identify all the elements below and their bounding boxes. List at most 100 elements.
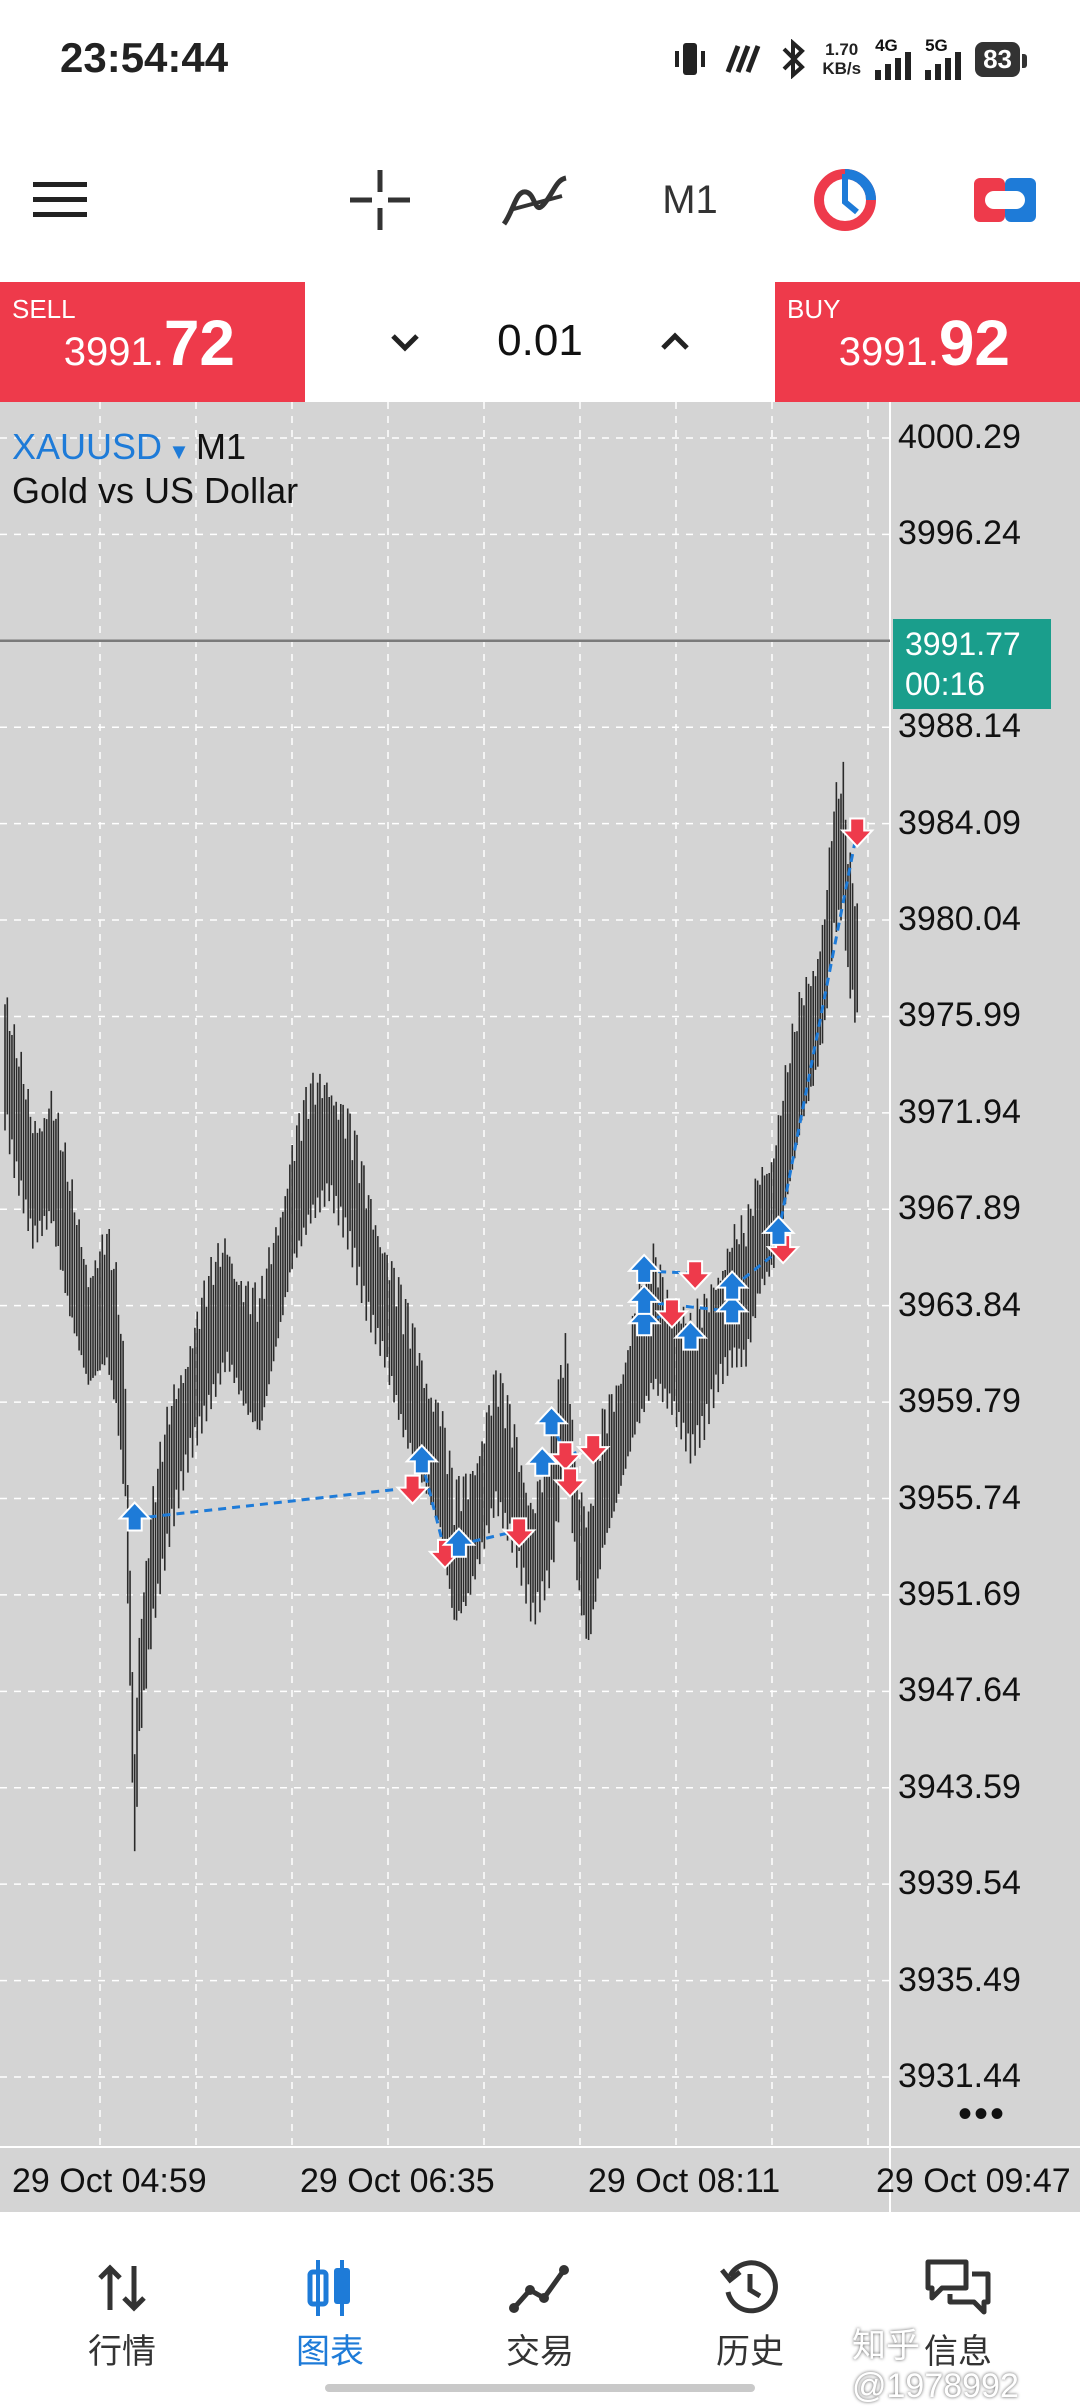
chart-color-button[interactable] [805,160,885,240]
price-axis-label: 3939.54 [898,1864,1021,1903]
signal-4g-label: 4G [875,36,898,55]
price-axis-label: 4000.29 [898,417,1021,456]
price-axis-label: 3996.24 [898,514,1021,553]
buy-button[interactable]: BUY 3991.92 [775,282,1080,402]
current-price-value: 3991.77 [905,625,1021,662]
home-indicator[interactable] [325,2384,755,2392]
buy-arrow-icon [117,1501,152,1532]
menu-icon [33,182,87,217]
price-axis-label: 3931.44 [898,2057,1021,2095]
watermark: 知乎 @1978992 [852,2327,1019,2405]
buy-arrow-icon [524,1446,560,1477]
nav-messages-label: 信息 [924,2333,992,2371]
buy-arrow-icon [626,1284,662,1315]
buy-label: BUY [787,294,841,324]
sell-price-small: 3991. [63,330,164,374]
bottom-navigation: 行情 图表 交易 历史 信息 [0,2212,1080,2400]
price-axis-label: 3959.79 [898,1382,1021,1421]
symbol-dropdown-icon[interactable]: ▼ [162,439,197,464]
trade-link-line [420,1461,447,1553]
price-axis-label: 3935.49 [898,1960,1021,1999]
time-axis-label: 29 Oct 09:47 [876,2162,1071,2200]
buy-arrow-icon [761,1215,796,1246]
nav-history[interactable]: 历史 [680,2258,820,2373]
sell-label: SELL [12,294,76,324]
timeframe-button[interactable]: M1 [645,160,735,240]
buy-arrow-icon [714,1293,750,1325]
buy-price: 3991.92 [839,306,1010,380]
sell-arrow-icon [839,817,875,848]
buy-price-big: 92 [938,307,1010,379]
nav-trade-label: 交易 [506,2333,574,2371]
trade-icon [509,2265,569,2313]
lot-size-control: 0.01 [305,282,775,402]
trade-link-line [731,1245,785,1289]
trade-link-line [458,1528,520,1547]
status-clock: 23:54:44 [60,34,229,81]
buy-arrow-icon [404,1443,440,1475]
price-axis-label: 3967.89 [898,1189,1021,1228]
quotes-icon [98,2264,146,2312]
status-icons: 1.70 KB/s 4G 5G 83 [670,34,1027,84]
vibrate-icon [675,43,706,75]
buy-price-small: 3991. [838,330,939,374]
sell-price: 3991.72 [64,306,235,380]
price-axis-label: 3947.64 [898,1671,1021,1710]
buy-arrow-icon [626,1305,662,1337]
trade-link-line [134,1486,413,1521]
one-click-trading-button[interactable] [965,160,1045,240]
symbol-description: Gold vs US Dollar [12,470,299,511]
sell-arrow-icon [501,1517,537,1548]
bar-countdown: 00:16 [905,665,986,702]
bluetooth-icon [782,39,806,79]
sell-arrow-icon [575,1434,611,1465]
buy-arrow-icon [714,1270,750,1301]
status-bar: 23:54:44 1.70 KB/s 4G 5G 83 [0,0,1080,120]
symbol-header[interactable]: XAUUSD ▼ M1 [12,426,246,468]
nav-quotes[interactable]: 行情 [52,2258,192,2373]
nav-trade[interactable]: 交易 [470,2258,610,2373]
price-axis-label: 3971.94 [898,1092,1021,1131]
nav-history-label: 历史 [716,2333,784,2371]
signal-4g-icon: 4G [875,36,912,80]
nav-chart[interactable]: 图表 [260,2258,400,2373]
time-axis-label: 29 Oct 06:35 [300,2162,495,2200]
sell-button[interactable]: SELL 3991.72 [0,282,305,402]
chart-canvas[interactable] [0,402,1080,2212]
indicators-icon [501,175,567,226]
buy-arrow-icon [673,1320,708,1351]
history-icon [720,2260,778,2314]
crosshair-icon [350,170,410,230]
network-speed: 1.70 KB/s [822,40,861,78]
price-axis-label: 3943.59 [898,1767,1021,1806]
chart-color-icon [814,169,876,231]
symbol-name[interactable]: XAUUSD [12,426,163,467]
indicators-button[interactable] [495,160,575,240]
buy-arrow-icon [441,1527,477,1558]
price-axis-label: 3955.74 [898,1478,1021,1517]
lot-decrease-button[interactable] [375,312,435,372]
menu-button[interactable] [30,160,90,240]
nav-chart-label: 图表 [296,2333,364,2371]
nav-messages[interactable]: 信息 [888,2258,1028,2373]
current-price-tag: 3991.77 00:16 [893,618,1051,709]
buy-arrow-icon [534,1405,569,1437]
price-chart[interactable]: XAUUSD ▼ M1 Gold vs US Dollar 4000.29 399… [0,402,1080,2212]
time-axis-label: 29 Oct 08:11 [588,2162,781,2200]
price-axis-label: 3951.69 [898,1574,1021,1613]
price-axis-label: 3980.04 [898,900,1021,939]
crosshair-button[interactable] [340,160,420,240]
signal-5g-icon: 5G [925,36,962,80]
nfc-icon [726,45,761,73]
trade-link-line [777,830,859,1234]
sell-arrow-icon [677,1260,713,1291]
one-click-trading-icon [974,178,1036,222]
lot-size-value[interactable]: 0.01 [497,316,583,365]
sell-arrow-icon [552,1467,588,1498]
chart-icon [307,2260,350,2316]
more-options-icon[interactable]: ••• [958,2092,1007,2136]
lot-increase-button[interactable] [645,312,705,372]
chart-toolbar: M1 [0,120,1080,280]
network-speed-value: 1.70 [825,40,859,59]
time-axis-label: 29 Oct 04:59 [12,2162,207,2200]
